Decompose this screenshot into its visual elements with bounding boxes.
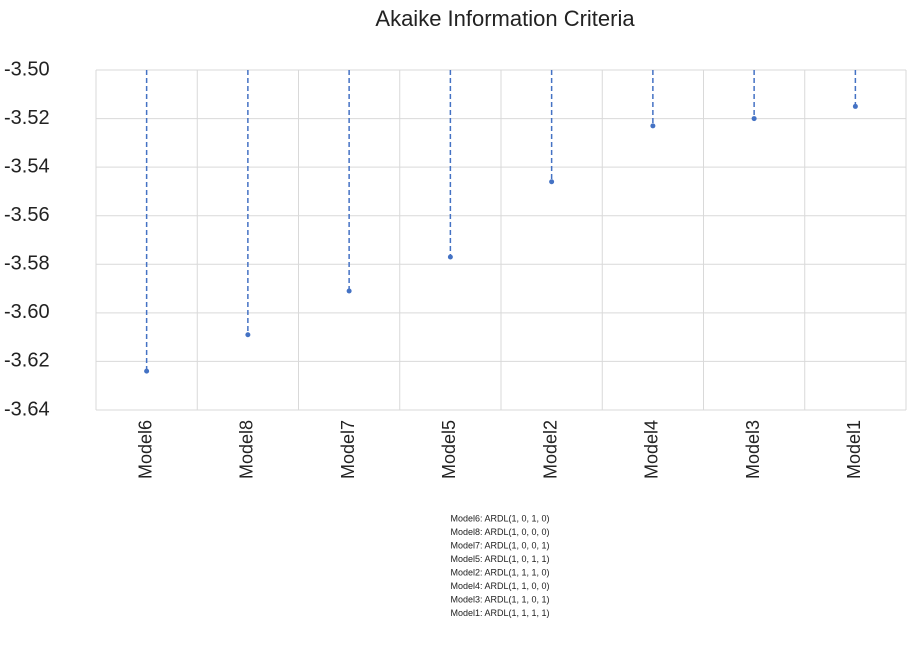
point-marker bbox=[346, 288, 352, 294]
y-tick-label: -3.54 bbox=[4, 155, 50, 177]
legend-note: Model8: ARDL(1, 0, 0, 0) bbox=[450, 527, 549, 537]
point-marker bbox=[447, 254, 453, 260]
x-tick-label: Model4 bbox=[642, 420, 662, 479]
x-tick-label: Model7 bbox=[338, 420, 358, 479]
y-tick-label: -3.56 bbox=[4, 204, 50, 226]
point-marker bbox=[144, 368, 150, 374]
y-tick-label: -3.64 bbox=[4, 398, 50, 420]
point-marker bbox=[751, 116, 757, 122]
y-tick-label: -3.50 bbox=[4, 58, 50, 80]
x-tick-label: Model8 bbox=[237, 420, 257, 479]
legend-note: Model7: ARDL(1, 0, 0, 1) bbox=[450, 540, 549, 550]
y-tick-label: -3.52 bbox=[4, 107, 50, 129]
legend-note: Model1: ARDL(1, 1, 1, 1) bbox=[450, 608, 549, 618]
point-marker bbox=[549, 179, 555, 185]
y-tick-label: -3.60 bbox=[4, 301, 50, 323]
chart-title: Akaike Information Criteria bbox=[375, 6, 635, 31]
x-tick-label: Model6 bbox=[135, 420, 155, 479]
x-tick-label: Model1 bbox=[844, 420, 864, 479]
legend-note: Model5: ARDL(1, 0, 1, 1) bbox=[450, 554, 549, 564]
legend-note: Model6: ARDL(1, 0, 1, 0) bbox=[450, 513, 549, 523]
legend-note: Model3: ARDL(1, 1, 0, 1) bbox=[450, 594, 549, 604]
point-marker bbox=[650, 123, 656, 129]
x-tick-label: Model3 bbox=[743, 420, 763, 479]
x-tick-label: Model2 bbox=[540, 420, 560, 479]
legend-note: Model2: ARDL(1, 1, 1, 0) bbox=[450, 567, 549, 577]
y-tick-label: -3.62 bbox=[4, 350, 50, 372]
y-tick-label: -3.58 bbox=[4, 253, 50, 275]
point-marker bbox=[245, 332, 251, 338]
x-tick-label: Model5 bbox=[439, 420, 459, 479]
point-marker bbox=[852, 103, 858, 109]
legend-note: Model4: ARDL(1, 1, 0, 0) bbox=[450, 581, 549, 591]
